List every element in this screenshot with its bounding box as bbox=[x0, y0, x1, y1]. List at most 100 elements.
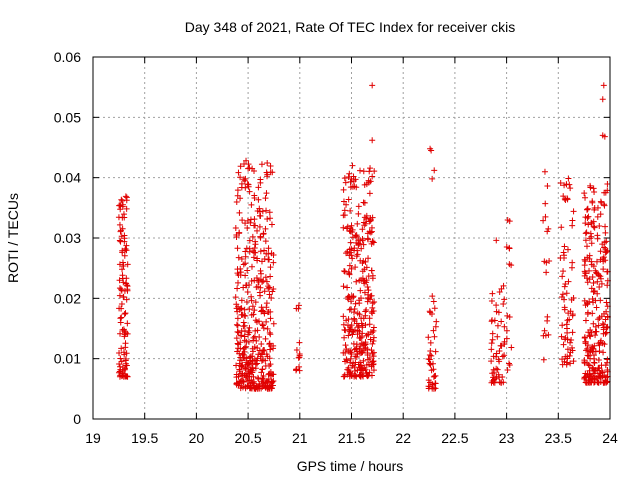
data-point bbox=[340, 321, 347, 328]
data-point bbox=[587, 327, 594, 334]
data-point bbox=[243, 298, 250, 305]
data-point bbox=[370, 367, 377, 374]
data-point bbox=[254, 227, 261, 234]
data-point bbox=[348, 350, 355, 357]
data-point bbox=[268, 385, 275, 392]
data-point bbox=[256, 208, 263, 215]
data-point bbox=[496, 379, 503, 386]
grid-layer bbox=[93, 57, 610, 419]
data-point bbox=[586, 255, 593, 262]
data-point bbox=[360, 168, 367, 175]
data-point bbox=[235, 169, 242, 176]
data-point bbox=[117, 238, 124, 245]
x-tick-label: 24 bbox=[602, 430, 618, 446]
data-point bbox=[268, 294, 275, 301]
data-point bbox=[565, 175, 572, 182]
data-point bbox=[122, 245, 129, 252]
data-point bbox=[119, 266, 126, 273]
data-point bbox=[594, 373, 601, 380]
data-point bbox=[248, 201, 255, 208]
data-point bbox=[490, 353, 497, 360]
data-point bbox=[347, 184, 354, 191]
data-point bbox=[118, 345, 125, 352]
data-point bbox=[493, 365, 500, 372]
data-point bbox=[565, 310, 572, 317]
y-tick-label: 0.03 bbox=[54, 230, 81, 246]
data-point bbox=[251, 216, 258, 223]
data-point bbox=[425, 334, 432, 341]
y-tick-label: 0.04 bbox=[54, 170, 81, 186]
data-point bbox=[270, 259, 277, 266]
data-point bbox=[358, 333, 365, 340]
data-point bbox=[570, 295, 577, 302]
data-point bbox=[581, 268, 588, 275]
data-point bbox=[232, 224, 239, 231]
data-point bbox=[369, 358, 376, 365]
data-point bbox=[233, 198, 240, 205]
data-point bbox=[431, 333, 438, 340]
data-point bbox=[257, 248, 264, 255]
data-point bbox=[369, 300, 376, 307]
data-point bbox=[240, 378, 247, 385]
data-point bbox=[601, 133, 608, 140]
data-point bbox=[342, 342, 349, 349]
data-point bbox=[237, 195, 244, 202]
data-point bbox=[365, 287, 372, 294]
data-point bbox=[543, 259, 550, 266]
data-point bbox=[591, 224, 598, 231]
data-point bbox=[363, 277, 370, 284]
data-point bbox=[260, 277, 267, 284]
data-point bbox=[501, 341, 508, 348]
data-point bbox=[118, 300, 125, 307]
data-point bbox=[349, 229, 356, 236]
data-point bbox=[354, 331, 361, 338]
data-point bbox=[430, 298, 437, 305]
data-point bbox=[255, 277, 262, 284]
data-point bbox=[236, 209, 243, 216]
data-point bbox=[357, 343, 364, 350]
data-point bbox=[590, 263, 597, 270]
data-point bbox=[602, 189, 609, 196]
data-point bbox=[604, 247, 611, 254]
data-point bbox=[501, 352, 508, 359]
data-point bbox=[263, 190, 270, 197]
data-point bbox=[233, 232, 240, 239]
data-point bbox=[496, 288, 503, 295]
data-point bbox=[598, 280, 605, 287]
data-point bbox=[590, 280, 597, 287]
data-point bbox=[432, 348, 439, 355]
data-point bbox=[355, 240, 362, 247]
data-point bbox=[252, 299, 259, 306]
data-point bbox=[234, 279, 241, 286]
data-point bbox=[545, 225, 552, 232]
data-point bbox=[353, 233, 360, 240]
data-point bbox=[596, 314, 603, 321]
data-point bbox=[259, 321, 266, 328]
data-point bbox=[489, 377, 496, 384]
data-point bbox=[258, 304, 265, 311]
data-point bbox=[122, 310, 129, 317]
data-point bbox=[242, 364, 249, 371]
data-point bbox=[269, 169, 276, 176]
data-point bbox=[602, 374, 609, 381]
data-point bbox=[489, 370, 496, 377]
data-point bbox=[267, 315, 274, 322]
data-point bbox=[353, 341, 360, 348]
data-point bbox=[243, 157, 250, 164]
data-point bbox=[346, 306, 353, 313]
data-point bbox=[355, 210, 362, 217]
data-point bbox=[241, 306, 248, 313]
data-point bbox=[238, 311, 245, 318]
data-point bbox=[586, 276, 593, 283]
data-point bbox=[595, 272, 602, 279]
data-point bbox=[341, 212, 348, 219]
data-point bbox=[560, 268, 567, 275]
data-point bbox=[352, 300, 359, 307]
data-point bbox=[568, 264, 575, 271]
data-points bbox=[115, 82, 611, 392]
data-point bbox=[264, 160, 271, 167]
data-point bbox=[603, 299, 610, 306]
data-point bbox=[355, 361, 362, 368]
data-point bbox=[428, 352, 435, 359]
